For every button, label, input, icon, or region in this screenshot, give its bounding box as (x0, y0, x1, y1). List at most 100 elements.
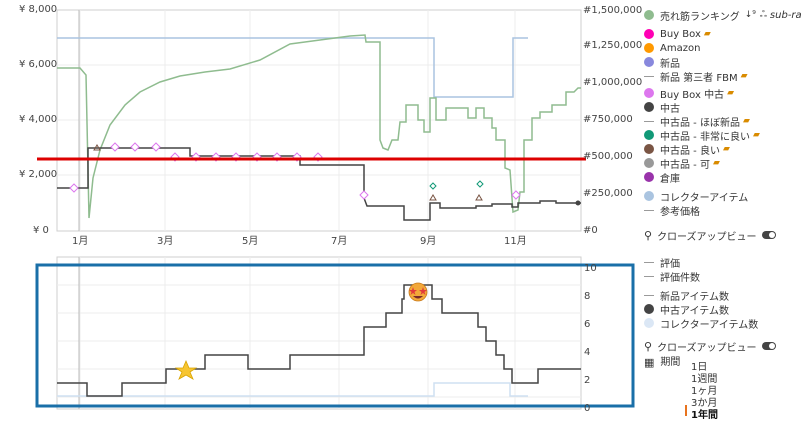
sort-icon[interactable]: ↓⁹ (744, 10, 756, 20)
y-left-tick: ¥ 2,000 (19, 169, 58, 180)
legend-label: 売れ筋ランキング (660, 11, 740, 23)
sub-gridlines (57, 257, 581, 409)
period-selector: ▦ 期間 (644, 357, 680, 368)
star-icon (174, 359, 198, 380)
legend-label: 新品 (660, 58, 680, 70)
legend-dot-icon (644, 88, 654, 98)
legend-label: 中古品 - 良い (660, 145, 720, 157)
legend-label: コレクターアイテム (660, 192, 749, 204)
legend-dot-icon (644, 10, 654, 20)
y-right-tick: #1,500,000 (583, 5, 643, 16)
y-right-tick: #750,000 (583, 114, 633, 125)
period-option-1y[interactable]: 1年間 (691, 410, 718, 421)
legend-reference-price[interactable]: 参考価格 (644, 203, 700, 218)
legend-used[interactable]: 中古 (644, 100, 680, 115)
sales-rank-line (57, 34, 581, 219)
legend-dash-icon (644, 75, 654, 77)
sub-y-tick: 0 (584, 403, 591, 414)
y-left-tick: ¥ 8,000 (19, 4, 58, 15)
legend-dot-icon (644, 318, 654, 328)
legend-new[interactable]: 新品 (644, 55, 680, 70)
legend-dot-icon (644, 172, 654, 182)
legend-warehouse[interactable]: 倉庫 (644, 170, 680, 185)
legend-dot-icon (644, 43, 654, 53)
used-offer-count-line (57, 284, 581, 397)
annotation-blue-box (35, 263, 635, 408)
legend-label: クローズアップビュー (657, 342, 757, 354)
collectible-count-line (57, 382, 528, 397)
y-right-tick: #0 (583, 225, 598, 236)
legend-label[interactable]: sub-ra (769, 9, 802, 21)
legend-label: Amazon (660, 42, 701, 54)
closeup-view-toggle[interactable]: ⚲ クローズアップビュー (644, 228, 776, 243)
closeup-view-toggle-2[interactable]: ⚲ クローズアップビュー (644, 339, 776, 354)
legend-new-offer-count[interactable]: 新品アイテム数 (644, 288, 729, 303)
sub-plot-frame (56, 256, 582, 410)
legend-sales-rank[interactable]: 売れ筋ランキング ↓⁹ ஃ sub-ra (644, 8, 802, 23)
main-gridlines (57, 10, 581, 231)
used-price-line (57, 147, 581, 221)
truck-icon: ▰ (722, 144, 730, 154)
legend-label: Buy Box (660, 28, 701, 40)
hierarchy-icon[interactable]: ஃ (759, 9, 767, 20)
x-tick: 1月 (72, 236, 89, 247)
search-icon: ⚲ (644, 228, 653, 242)
legend-dash-icon (644, 209, 654, 211)
legend-buy-box[interactable]: Buy Box ▰ (644, 27, 711, 41)
search-icon: ⚲ (644, 339, 653, 353)
legend-dot-icon (644, 144, 654, 154)
legend-label: 新品アイテム数 (660, 291, 729, 303)
legend-label: 倉庫 (660, 173, 680, 185)
legend-dot-icon (644, 158, 654, 168)
legend-collectible-offer-count[interactable]: コレクターアイテム数 (644, 316, 758, 331)
legend-new-3p-fbm[interactable]: 新品 第三者 FBM ▰ (644, 69, 748, 84)
legend-dot-icon (644, 102, 654, 112)
toggle-switch[interactable] (761, 342, 776, 350)
period-option-1d[interactable]: 1日 (691, 362, 708, 373)
legend-used-like-new[interactable]: 中古品 - ほぼ新品 ▰ (644, 114, 750, 129)
legend-label: 評価件数 (660, 272, 700, 284)
legend-amazon[interactable]: Amazon (644, 41, 700, 55)
period-option-1m[interactable]: 1ヶ月 (691, 386, 718, 397)
period-selected-indicator (685, 405, 687, 416)
truck-icon: ▰ (727, 88, 734, 98)
legend-rating-count[interactable]: 評価件数 (644, 269, 700, 284)
legend-dot-icon (644, 191, 654, 201)
legend-dot-icon (644, 304, 654, 314)
truck-icon: ▰ (703, 29, 711, 39)
legend-dot-icon (644, 57, 654, 67)
legend-label: 中古品 - 可 (660, 159, 710, 171)
y-right-tick: #1,250,000 (583, 40, 643, 51)
x-tick: 3月 (157, 236, 174, 247)
y-right-tick: #500,000 (583, 151, 633, 162)
legend-used-acceptable[interactable]: 中古品 - 可 ▰ (644, 156, 720, 171)
collectible-price-line (57, 37, 528, 98)
period-option-3m[interactable]: 3か月 (691, 398, 718, 409)
truck-icon: ▰ (712, 158, 720, 168)
y-right-tick: #1,000,000 (583, 77, 643, 88)
legend-label: 中古 (660, 103, 680, 115)
sub-y-tick: 6 (584, 319, 591, 330)
legend-label: 評価 (660, 258, 680, 270)
legend-buy-box-used[interactable]: Buy Box 中古 ▰ (644, 86, 734, 101)
legend-dot-icon (644, 29, 654, 39)
legend-used-very-good[interactable]: 中古品 - 非常に良い ▰ (644, 128, 760, 143)
period-label: 期間 (660, 356, 681, 368)
period-option-1w[interactable]: 1週間 (691, 374, 718, 385)
legend-dash-icon (644, 294, 654, 296)
legend-label: クローズアップビュー (657, 231, 757, 243)
y-left-tick: ¥ 6,000 (19, 59, 58, 70)
toggle-switch[interactable] (761, 231, 776, 239)
legend-label: 新品 第三者 FBM (660, 72, 738, 84)
calendar-icon: ▦ (644, 356, 655, 369)
y-left-tick: ¥ 0 (33, 225, 49, 236)
legend-collectible[interactable]: コレクターアイテム (644, 189, 749, 204)
truck-icon: ▰ (742, 116, 750, 126)
legend-rating[interactable]: 評価 (644, 255, 680, 270)
legend-used-offer-count[interactable]: 中古アイテム数 (644, 302, 729, 317)
y-right-tick: #250,000 (583, 188, 633, 199)
legend-used-good[interactable]: 中古品 - 良い ▰ (644, 142, 730, 157)
legend-dash-icon (644, 275, 654, 277)
star-struck-face-icon (408, 282, 428, 302)
